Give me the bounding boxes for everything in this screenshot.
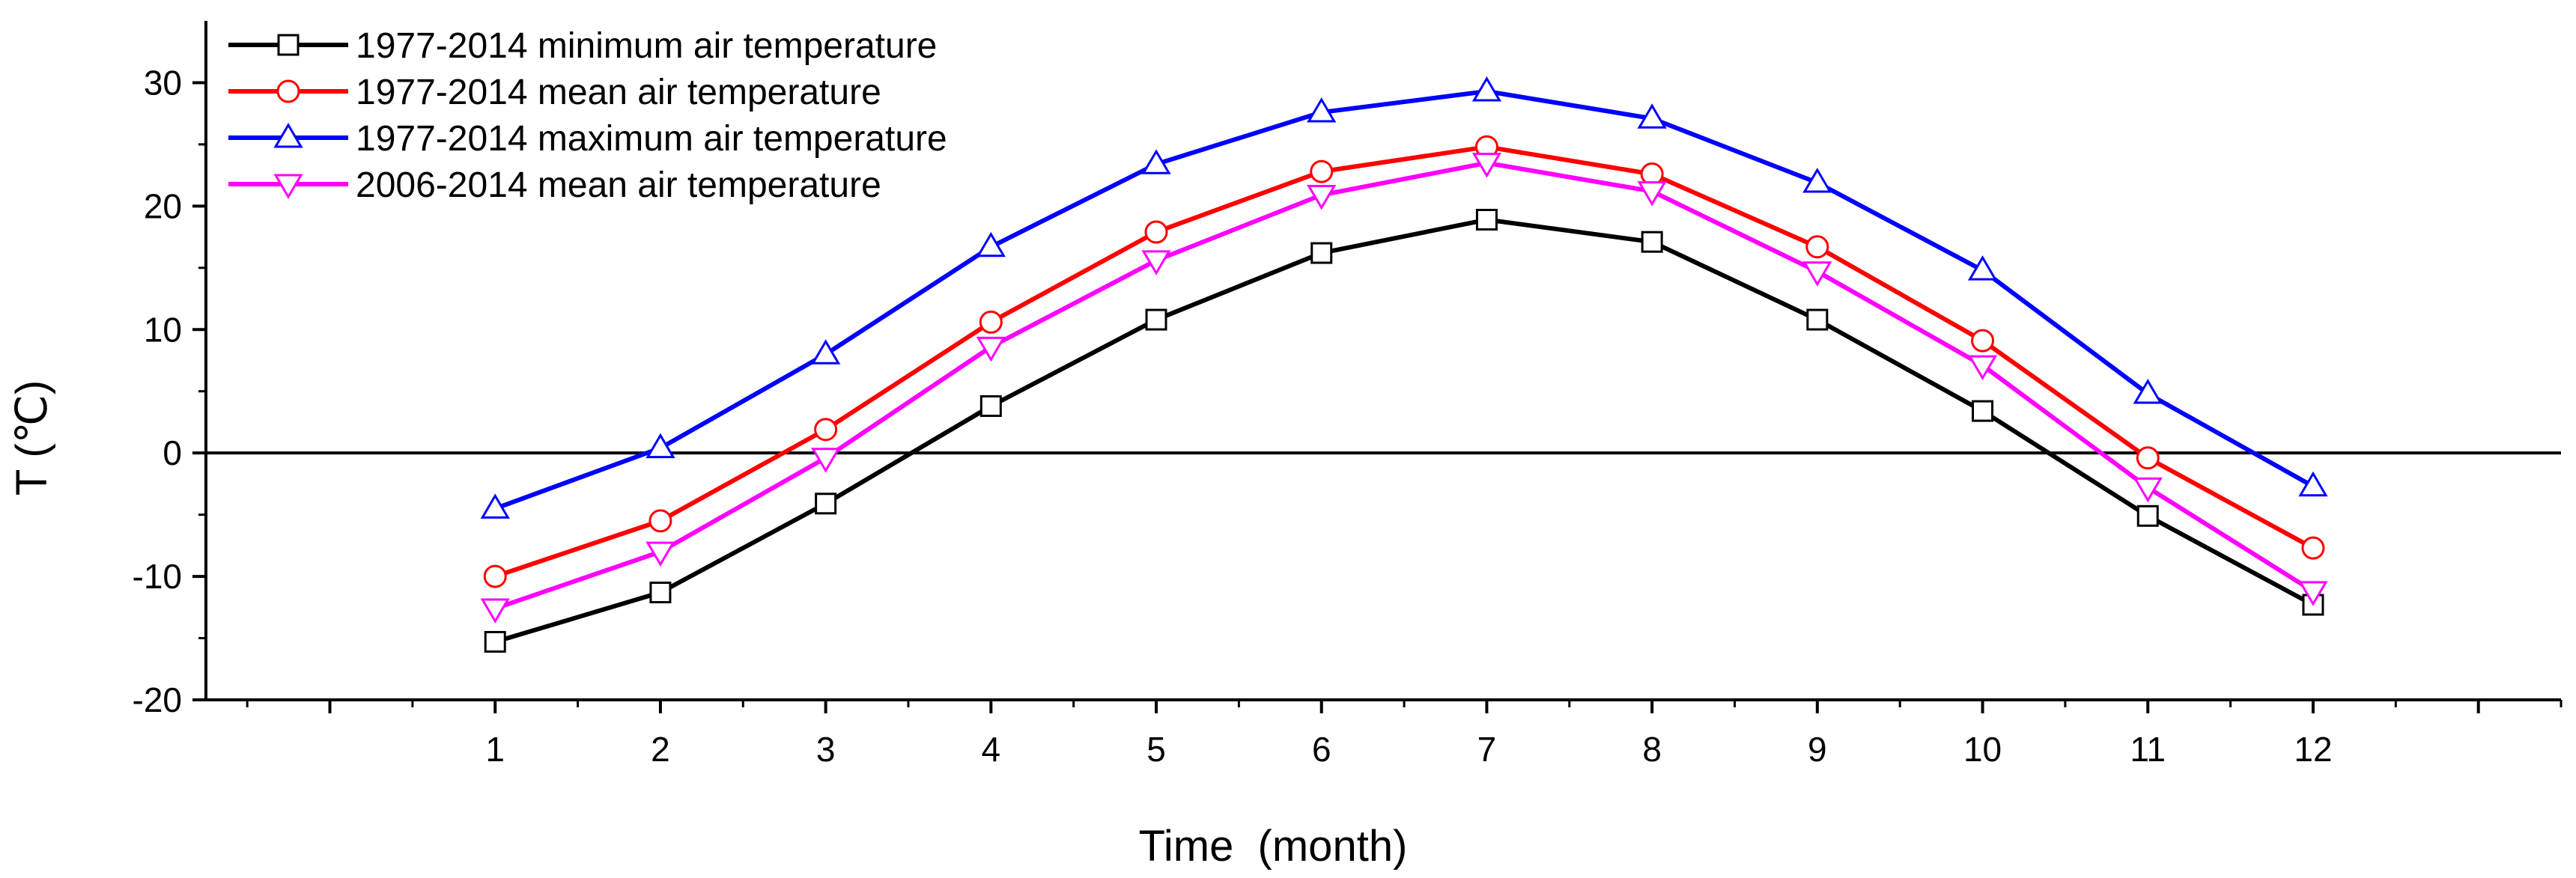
- x-tick-label: 5: [1146, 730, 1166, 769]
- data-point: [649, 582, 672, 604]
- legend-item: 1977-2014 mean air temperature: [228, 73, 881, 112]
- data-point: [811, 339, 841, 365]
- series-line: [494, 144, 2315, 579]
- data-point: [811, 448, 841, 473]
- data-point: [1641, 231, 1663, 253]
- x-tick-label: 3: [816, 730, 836, 769]
- series-line: [494, 217, 2315, 644]
- legend-label: 1977-2014 maximum air temperature: [356, 119, 947, 159]
- data-point: [1802, 261, 1832, 287]
- data-point: [1967, 355, 1998, 381]
- legend-marker: [276, 79, 300, 103]
- data-point: [1971, 329, 1995, 353]
- data-point: [1972, 400, 1994, 422]
- y-axis-title: T (℃): [7, 380, 56, 496]
- data-point: [1141, 149, 1171, 174]
- data-point: [645, 541, 675, 567]
- series-square: [484, 209, 2324, 653]
- legend-label: 2006-2014 mean air temperature: [356, 165, 881, 205]
- series-triangle-down: [480, 153, 2328, 624]
- data-point: [1806, 308, 1829, 331]
- data-point: [1637, 103, 1667, 129]
- y-tick-label: 10: [144, 310, 182, 349]
- y-tick-label: 20: [144, 186, 182, 225]
- legend-item: 2006-2014 mean air temperature: [228, 165, 881, 205]
- data-point: [976, 336, 1006, 362]
- data-point: [976, 231, 1006, 257]
- x-tick-label: 1: [485, 730, 505, 769]
- data-point: [480, 493, 510, 519]
- data-point: [2136, 446, 2160, 470]
- data-point: [1471, 153, 1502, 178]
- x-tick-label: 2: [651, 730, 670, 769]
- data-point: [484, 630, 506, 653]
- y-tick-label: -10: [133, 557, 182, 596]
- data-point: [2133, 477, 2163, 503]
- series-line: [494, 160, 2315, 611]
- plot-frame: [204, 21, 2561, 701]
- data-point: [2301, 536, 2325, 560]
- data-point: [1475, 209, 1498, 231]
- x-tick-label: 9: [1808, 730, 1827, 769]
- x-tick-label: 6: [1312, 730, 1331, 769]
- legend-marker: [273, 123, 303, 148]
- data-point: [648, 509, 672, 533]
- data-point: [2133, 379, 2163, 404]
- y-tick-label: 0: [162, 433, 182, 472]
- data-point: [645, 433, 675, 459]
- x-tick-label: 12: [2294, 730, 2332, 769]
- legend-item: 1977-2014 minimum air temperature: [228, 26, 937, 66]
- data-point: [2136, 504, 2159, 527]
- data-point: [2298, 471, 2328, 497]
- x-axis-title: Time (month): [1139, 822, 1408, 871]
- legend-marker: [273, 174, 303, 199]
- data-point: [1141, 250, 1171, 275]
- series-triangle-up: [480, 76, 2328, 519]
- series-circle: [483, 135, 2325, 588]
- x-tick-label: 10: [1963, 730, 2002, 769]
- y-tick-label: 30: [144, 63, 182, 102]
- legend-item: 1977-2014 maximum air temperature: [228, 119, 947, 159]
- x-tick-label: 11: [2130, 730, 2166, 769]
- data-point: [1144, 220, 1168, 244]
- legend: 1977-2014 minimum air temperature 1977-20…: [228, 26, 947, 205]
- legend-marker: [277, 34, 300, 56]
- data-point: [1471, 76, 1502, 102]
- legend-label: 1977-2014 minimum air temperature: [356, 26, 937, 66]
- data-point: [814, 418, 838, 442]
- data-point: [979, 310, 1003, 334]
- x-tick-label: 8: [1642, 730, 1662, 769]
- data-point: [815, 493, 837, 515]
- series-layer: [480, 76, 2328, 653]
- x-tick-label: 7: [1477, 730, 1497, 769]
- data-point: [1637, 181, 1667, 207]
- data-point: [1805, 235, 1829, 259]
- data-point: [1802, 168, 1832, 193]
- data-point: [1310, 159, 1334, 183]
- data-point: [1307, 185, 1337, 210]
- y-axis-ticks: -20 -10 0 10 20 30: [133, 63, 206, 719]
- data-point: [480, 598, 510, 624]
- series-line: [494, 88, 2315, 511]
- data-point: [1145, 308, 1167, 331]
- x-axis-ticks: 1 2 3 4 5 6 7 8 9 10 11 12: [246, 700, 2563, 769]
- y-tick-label: -20: [133, 680, 182, 719]
- data-point: [979, 395, 1002, 418]
- data-point: [2298, 581, 2328, 606]
- data-point: [1310, 242, 1333, 264]
- data-point: [1307, 97, 1337, 123]
- data-point: [483, 564, 507, 588]
- data-point: [1967, 255, 1998, 281]
- x-tick-label: 4: [982, 730, 1001, 769]
- legend-label: 1977-2014 mean air temperature: [356, 73, 881, 112]
